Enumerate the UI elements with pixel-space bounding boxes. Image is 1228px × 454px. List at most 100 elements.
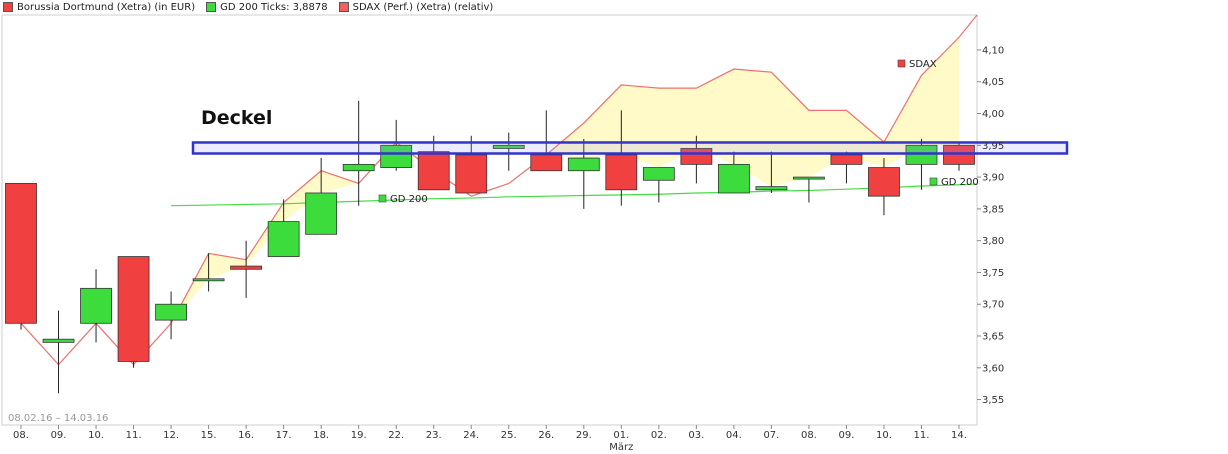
x-tick-label: 07.: [763, 430, 779, 441]
x-tick-label: 09.: [51, 430, 67, 441]
candle: [868, 158, 900, 216]
sdax-fill-layer: [21, 37, 959, 365]
gd200-label-mid-text: GD 200: [390, 194, 428, 205]
candle: [192, 253, 225, 292]
candle: [155, 291, 187, 340]
x-tick-label: 08.: [13, 430, 29, 441]
candle: [793, 176, 825, 203]
gd200-label-end-swatch: [929, 177, 938, 186]
y-tick-label: 3,85: [982, 204, 1004, 215]
candle-body: [80, 287, 112, 324]
candle: [117, 256, 150, 368]
candle: [642, 167, 675, 203]
candle: [230, 240, 263, 298]
candle: [380, 119, 413, 171]
candle-body: [305, 192, 338, 235]
x-tick-label: 08.: [801, 430, 817, 441]
x-tick-label: 26.: [538, 430, 554, 441]
sdax-label-text: SDAX: [909, 59, 937, 70]
gd200-line: [171, 183, 978, 207]
y-tick-label: 3,65: [982, 332, 1004, 343]
candle-body: [830, 154, 863, 165]
x-tick-label: 10.: [88, 430, 104, 441]
legend-swatch: [338, 2, 349, 12]
month-label: März: [609, 442, 633, 453]
candle: [80, 269, 112, 343]
candle: [5, 183, 37, 330]
candle-body: [417, 151, 450, 191]
candle-body: [267, 221, 300, 257]
candle-body: [342, 163, 375, 172]
candle-body: [755, 186, 788, 191]
candle: [717, 151, 750, 194]
legend-item: Borussia Dortmund (Xetra) (in EUR): [3, 2, 195, 13]
sdax-label: SDAX: [897, 59, 937, 70]
x-tick-label: 23.: [426, 430, 442, 441]
x-tick-label: 02.: [651, 430, 667, 441]
x-tick-label: 29.: [576, 430, 592, 441]
candle: [905, 138, 938, 190]
candle-body: [5, 183, 37, 324]
candle-body: [492, 144, 525, 149]
x-tick-label: 11.: [914, 430, 930, 441]
candle: [830, 151, 863, 184]
x-tick-label: 22.: [388, 430, 404, 441]
candle-body: [642, 167, 675, 181]
x-tick-label: 11.: [126, 430, 142, 441]
candle-body: [42, 338, 75, 343]
overlay-layer: Deckel GD 200 GD 200 SDAX: [191, 59, 1069, 205]
x-tick-label: 04.: [726, 430, 742, 441]
candle-body: [793, 176, 825, 180]
grid-layer: [1, 14, 978, 426]
sdax-area: [21, 37, 959, 365]
candle: [42, 310, 75, 394]
y-tick-label: 3,95: [982, 141, 1004, 152]
x-tick-label: 16.: [238, 430, 254, 441]
legend-item: SDAX (Perf.) (Xetra) (relativ): [338, 1, 494, 13]
date-range-label: 08.02.16 – 14.03.16: [8, 413, 108, 424]
y-tick-label: 3,70: [982, 300, 1004, 311]
x-tick-label: 12.: [163, 430, 179, 441]
candle: [943, 142, 975, 171]
candle-body: [455, 154, 488, 194]
candle: [755, 151, 788, 193]
gd200-label-end: GD 200: [929, 177, 979, 188]
legend-swatch: [206, 2, 217, 12]
candle: [417, 135, 450, 191]
gd200-label-mid: GD 200: [378, 194, 428, 205]
y-tick-label: 3,80: [982, 236, 1004, 247]
candle-body: [530, 154, 563, 172]
gd200-label-end-text: GD 200: [941, 177, 979, 188]
y-tick-label: 4,05: [982, 77, 1004, 88]
x-tick-label: 19.: [351, 430, 367, 441]
x-tick-label: 24.: [463, 430, 479, 441]
candle-body: [567, 157, 600, 172]
y-tick-label: 3,60: [982, 363, 1004, 374]
x-tick-label: 09.: [838, 430, 854, 441]
x-tick-label: 01.: [613, 430, 629, 441]
legend-label: SDAX (Perf.) (Xetra) (relativ): [352, 1, 494, 13]
x-tick-label: 03.: [688, 430, 704, 441]
x-tick-label: 10.: [876, 430, 892, 441]
candle: [530, 110, 563, 172]
candle-body: [192, 278, 225, 282]
y-tick-label: 4,10: [982, 45, 1004, 56]
candle: [305, 158, 338, 235]
candle-body: [868, 167, 900, 197]
candle: [267, 199, 300, 257]
y-tick-label: 3,90: [982, 173, 1004, 184]
sdax-line: [20, 14, 978, 366]
candle-body: [605, 154, 638, 191]
plot-frame: [1, 14, 978, 426]
deckel-label: Deckel: [201, 107, 272, 129]
x-tick-label: 25.: [501, 430, 517, 441]
y-tick-label: 3,55: [982, 395, 1004, 406]
axis-layer: 4,10 4,05 4,00 3,95 3,90 3,85 3,80 3,75 3,70 3,65…: [8, 45, 1004, 453]
legend-label: Borussia Dortmund (Xetra) (in EUR): [17, 1, 196, 13]
y-tick-label: 4,00: [982, 109, 1004, 120]
candle-body: [905, 144, 938, 165]
chart-legend: Borussia Dortmund (Xetra) (in EUR) GD 200…: [3, 0, 504, 14]
gd200-label-mid-swatch: [378, 194, 387, 203]
x-tick-label: 17.: [276, 430, 292, 441]
